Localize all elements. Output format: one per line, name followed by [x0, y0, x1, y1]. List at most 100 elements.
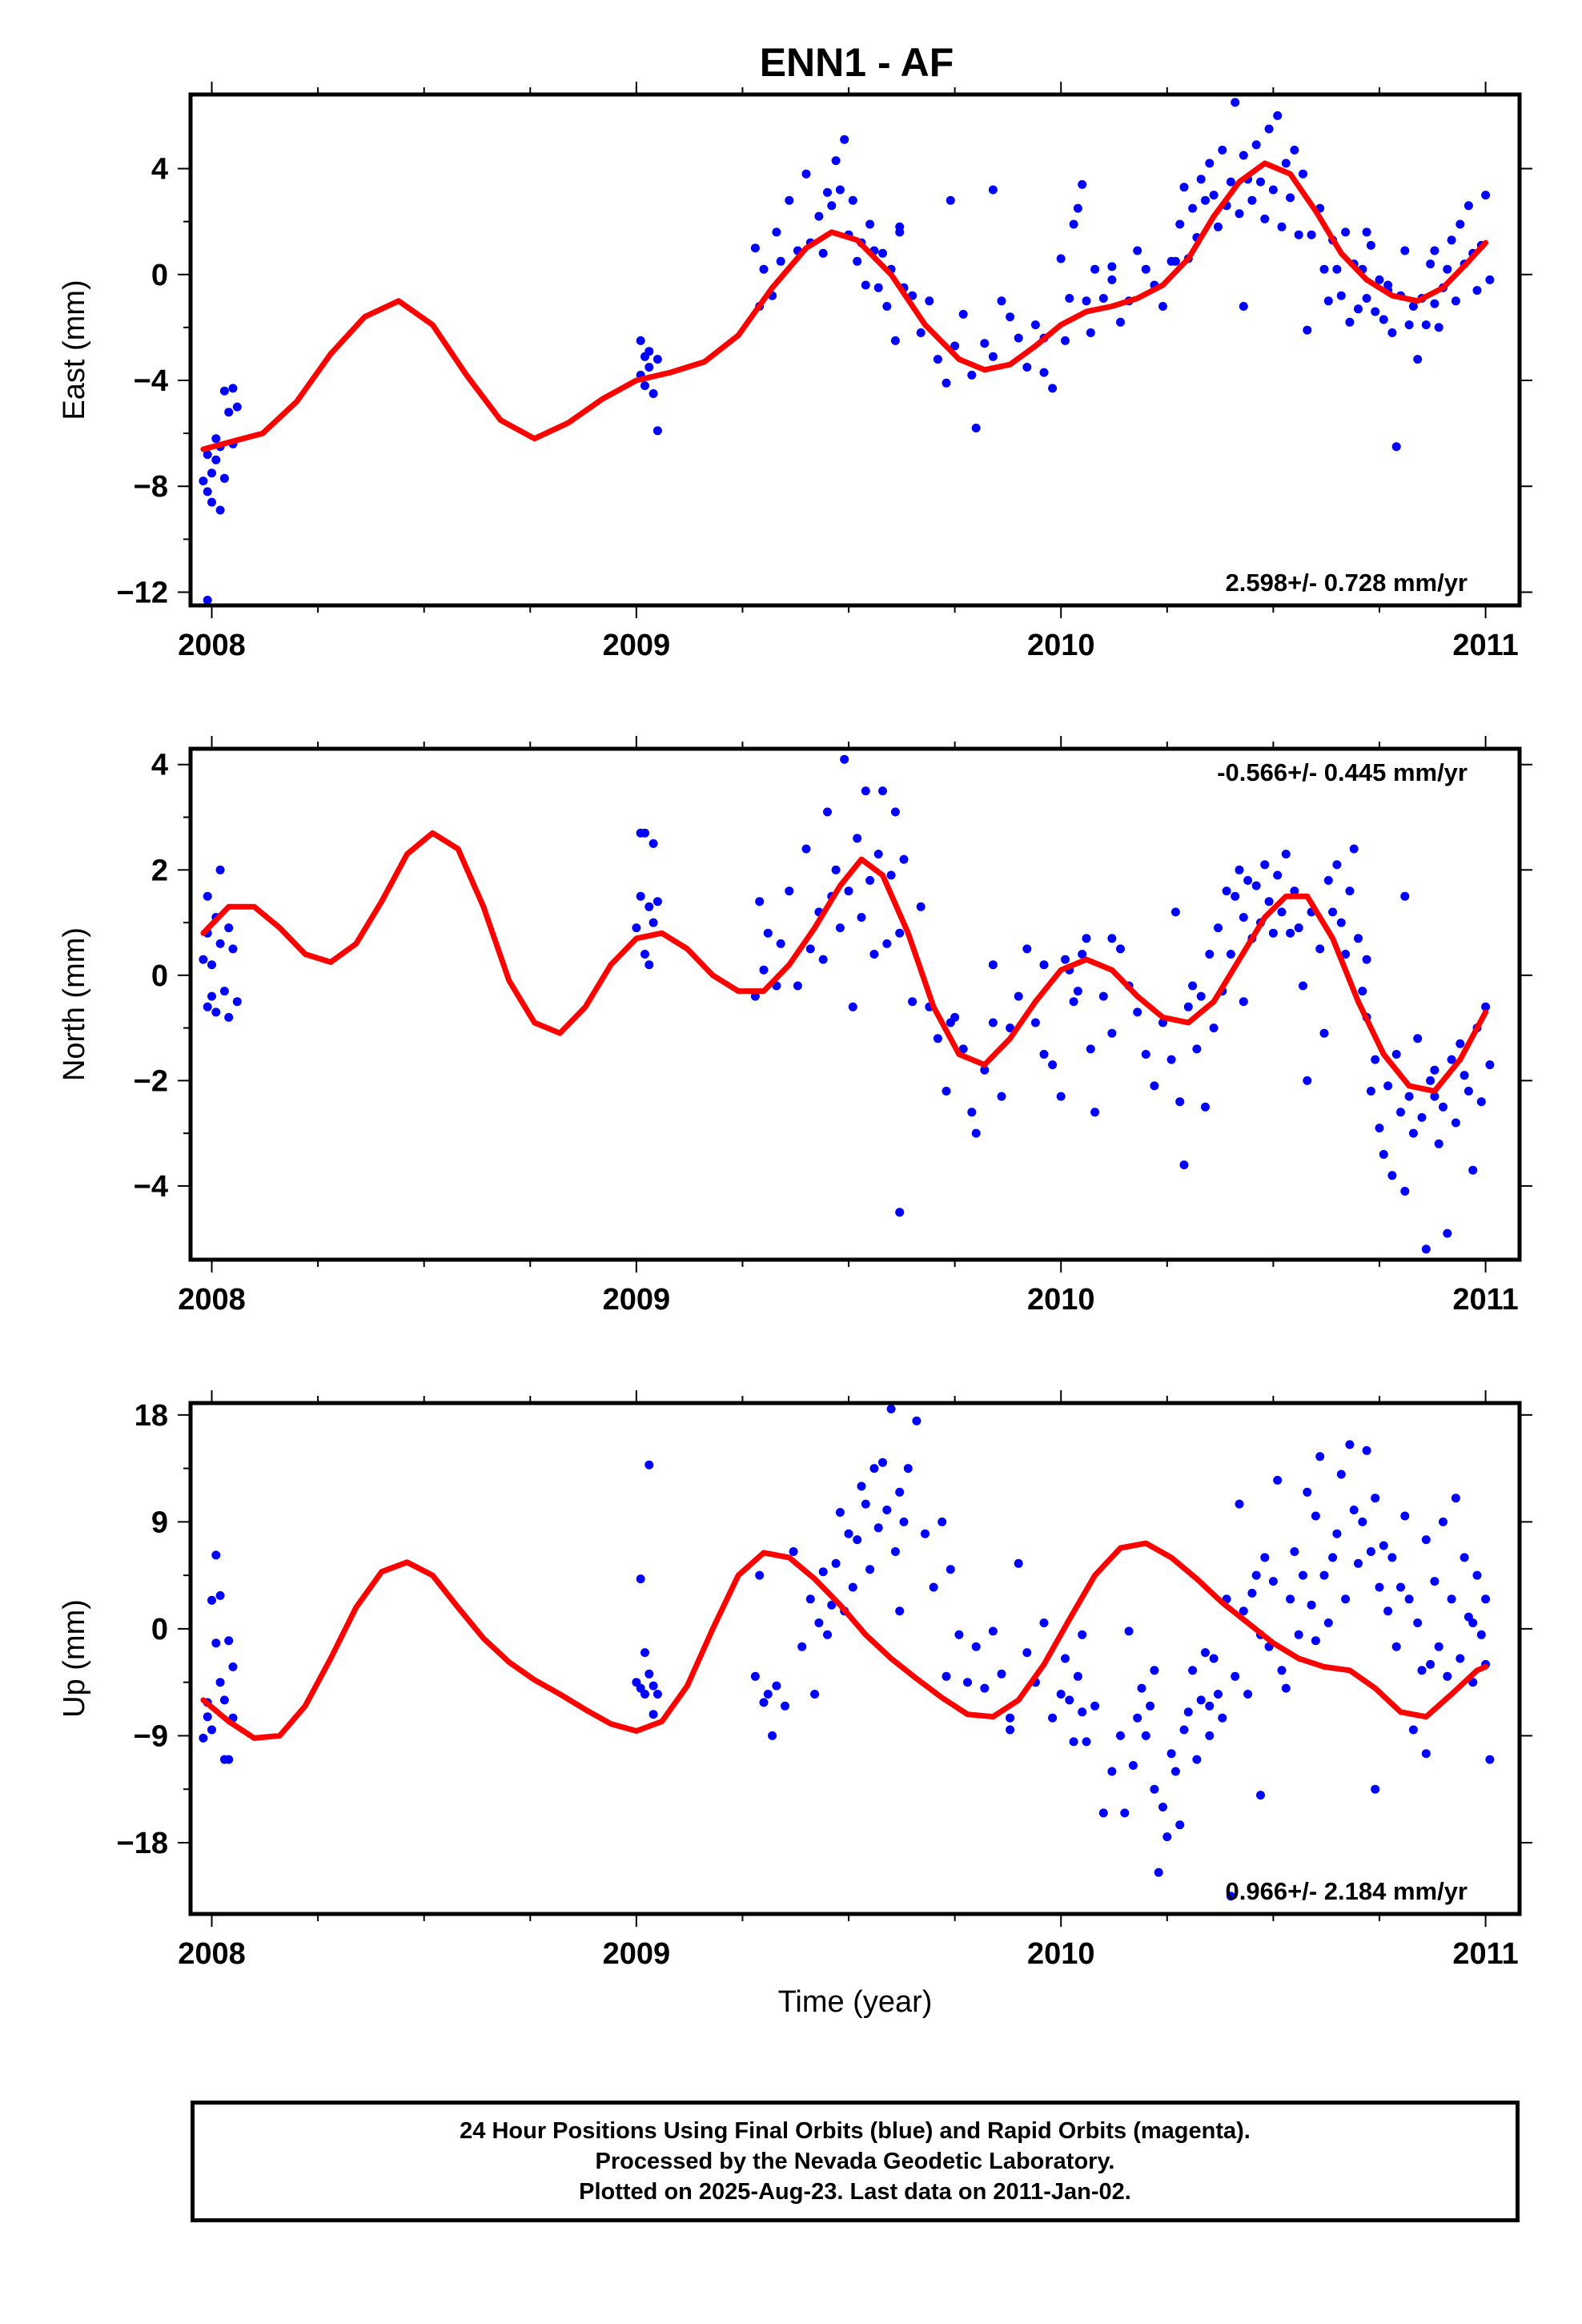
data-point — [1175, 219, 1185, 229]
data-point — [1430, 1577, 1439, 1586]
data-point — [1030, 1018, 1040, 1027]
data-point — [228, 1662, 238, 1671]
data-point — [1408, 302, 1418, 311]
data-point — [759, 965, 769, 975]
data-point — [1158, 302, 1167, 311]
data-point — [203, 595, 212, 605]
data-point — [827, 1600, 837, 1610]
data-point — [1456, 1654, 1465, 1663]
data-point — [1078, 179, 1087, 189]
data-point — [1447, 1055, 1456, 1064]
data-point — [1323, 296, 1333, 306]
data-point — [1481, 1594, 1491, 1604]
data-point — [1196, 1695, 1206, 1705]
data-point — [1107, 1028, 1117, 1038]
data-point — [1358, 1517, 1367, 1526]
data-point — [1107, 1767, 1117, 1776]
data-point — [886, 870, 896, 880]
data-point — [831, 865, 841, 875]
data-point — [1290, 145, 1299, 155]
y-tick-label: −18 — [117, 1827, 168, 1860]
data-point — [1366, 240, 1375, 250]
panel-2: 2008 2009 2010 2011 −4 −2 0 2 4 North (mm) -0.566+… — [58, 736, 1532, 1317]
data-point — [207, 991, 216, 1001]
data-point — [1170, 907, 1180, 917]
data-point — [640, 950, 649, 959]
data-point — [853, 256, 862, 266]
data-point — [946, 195, 955, 205]
plot-frame — [188, 746, 1522, 1262]
data-point — [861, 786, 870, 796]
data-point — [857, 913, 866, 922]
data-point — [823, 807, 832, 817]
data-point — [1196, 175, 1206, 184]
data-point — [1239, 1606, 1248, 1616]
data-point — [1294, 923, 1303, 933]
data-point — [1408, 1128, 1418, 1138]
data-point — [797, 1642, 807, 1651]
data-point — [1447, 1594, 1456, 1604]
data-point — [211, 1550, 221, 1560]
data-point — [203, 487, 212, 497]
y-tick-label: 18 — [135, 1399, 168, 1433]
data-point — [215, 865, 225, 875]
data-point — [814, 1618, 824, 1627]
data-point — [215, 939, 225, 948]
data-point — [632, 923, 641, 933]
data-point — [814, 211, 824, 221]
data-point — [1400, 891, 1410, 901]
data-point — [1434, 1642, 1443, 1651]
data-point — [835, 923, 845, 933]
data-point — [211, 434, 221, 444]
data-point — [869, 1464, 879, 1474]
data-point — [207, 497, 216, 507]
y-axis-label: East (mm) — [58, 279, 91, 420]
data-point — [1277, 907, 1287, 917]
data-point — [1391, 442, 1401, 452]
data-point — [895, 1208, 905, 1217]
data-point — [1264, 897, 1274, 907]
data-point — [942, 1087, 951, 1096]
data-point — [1006, 1725, 1015, 1735]
data-point — [1235, 209, 1244, 219]
x-tick-label: 2009 — [603, 1283, 671, 1317]
data-point — [1082, 934, 1091, 943]
data-point — [1383, 1081, 1393, 1091]
data-point — [1158, 1803, 1167, 1811]
data-point — [1231, 98, 1240, 107]
data-point — [1400, 246, 1410, 255]
data-point — [648, 1681, 658, 1691]
data-point — [763, 928, 773, 938]
data-point — [1192, 1755, 1202, 1764]
data-point — [211, 1007, 221, 1017]
data-point — [1328, 1553, 1338, 1562]
data-point — [1039, 960, 1049, 970]
data-point — [1375, 1124, 1384, 1133]
data-point — [1413, 355, 1423, 364]
data-point — [1387, 1171, 1397, 1180]
data-point — [1379, 315, 1388, 324]
data-point — [1319, 1570, 1329, 1580]
data-point — [1472, 286, 1482, 296]
data-point — [890, 807, 900, 817]
data-point — [1264, 124, 1274, 134]
data-point — [219, 473, 229, 483]
data-point — [1485, 275, 1495, 284]
x-tick-label: 2008 — [178, 1937, 246, 1971]
data-point — [1048, 1713, 1058, 1723]
data-point — [1421, 1535, 1431, 1545]
data-point — [1014, 333, 1023, 343]
data-point — [211, 455, 221, 464]
data-point — [1476, 1630, 1486, 1639]
data-point — [848, 1582, 857, 1592]
data-point — [869, 950, 879, 959]
data-point — [908, 997, 917, 1007]
data-point — [1294, 230, 1303, 239]
data-point — [1426, 1076, 1435, 1085]
data-point — [1146, 1701, 1155, 1711]
data-point — [640, 381, 649, 391]
data-point — [1268, 1577, 1278, 1586]
data-point — [916, 328, 926, 337]
data-point — [203, 891, 212, 901]
